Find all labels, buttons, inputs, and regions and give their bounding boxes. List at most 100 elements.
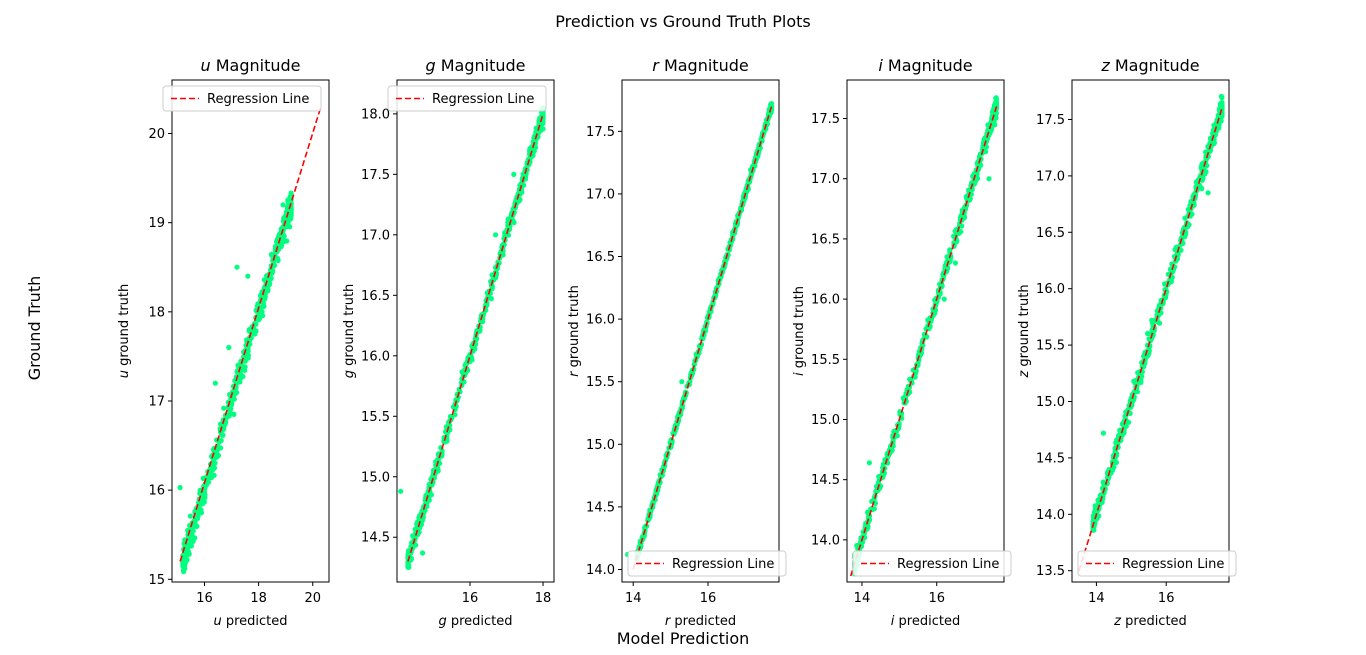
- legend-box: [852, 550, 1012, 577]
- data-point: [942, 263, 948, 269]
- data-point: [181, 569, 187, 575]
- x-axis-label: i predicted: [891, 614, 960, 629]
- x-tick-label: 16: [1158, 591, 1175, 606]
- outlier-point: [511, 171, 517, 177]
- y-tick-label: 15.0: [586, 438, 615, 453]
- data-point: [180, 563, 186, 569]
- data-point: [184, 557, 190, 563]
- x-tick-label: 14: [854, 591, 871, 606]
- legend-box: [387, 85, 547, 112]
- data-point: [880, 461, 886, 467]
- y-tick-label: 16.5: [1036, 226, 1065, 241]
- regression-line-i: [849, 106, 998, 577]
- data-point: [212, 448, 218, 454]
- data-point: [1134, 389, 1141, 395]
- scatter-points-u: [177, 190, 294, 575]
- data-point: [199, 501, 206, 507]
- y-tick-label: 17.0: [361, 228, 390, 243]
- data-point: [1119, 421, 1125, 427]
- data-point: [974, 171, 980, 177]
- figure-title: Prediction vs Ground Truth Plots: [555, 12, 811, 31]
- data-point: [288, 190, 294, 196]
- data-point: [637, 543, 643, 549]
- panel-title-g: g Magnitude: [425, 56, 525, 75]
- legend-label: Regression Line: [1122, 557, 1224, 572]
- data-point: [540, 111, 546, 117]
- data-point: [1198, 164, 1204, 170]
- axes-frame: [1071, 79, 1230, 583]
- data-point: [894, 433, 900, 439]
- data-point: [525, 157, 531, 163]
- data-point: [474, 336, 480, 342]
- data-point: [993, 95, 999, 101]
- panel-r: 14 16 14.0 14.5 15.0 15.5 16.0 16.5 17.0 17.5 r Ma…: [567, 56, 787, 629]
- y-tick-label: 17.5: [361, 168, 390, 183]
- x-tick-label: 20: [304, 591, 321, 606]
- x-tick-label: 14: [1088, 591, 1105, 606]
- y-tick-label: 15.0: [811, 413, 840, 428]
- axes-frame: [846, 79, 1005, 583]
- data-point: [253, 321, 259, 327]
- x-tick-label: 16: [196, 591, 213, 606]
- data-point: [697, 343, 704, 349]
- y-tick-label: 16.5: [361, 289, 390, 304]
- legend-box: [1077, 550, 1237, 577]
- regression-line-u: [179, 106, 322, 562]
- y-tick-label: 13.5: [1036, 564, 1065, 579]
- data-point: [190, 538, 196, 545]
- data-point: [1182, 226, 1188, 232]
- data-point: [1090, 527, 1096, 533]
- data-point: [210, 462, 216, 468]
- data-point: [285, 197, 291, 203]
- x-axis-label: u predicted: [213, 614, 287, 629]
- y-tick-label: 14.0: [586, 563, 615, 578]
- y-tick-label: 17.5: [1036, 113, 1065, 128]
- data-point: [262, 285, 268, 291]
- data-point: [1179, 234, 1185, 240]
- data-point: [691, 362, 697, 368]
- data-point: [444, 430, 451, 436]
- y-axis-label: z ground truth: [1017, 284, 1032, 378]
- data-point: [231, 396, 237, 402]
- y-tick-label: 18.0: [361, 107, 390, 122]
- x-axis-label: z predicted: [1113, 614, 1187, 629]
- data-point: [722, 258, 728, 264]
- x-tick-label: 16: [462, 591, 479, 606]
- y-tick-label: 14.5: [811, 473, 840, 488]
- data-point: [1169, 274, 1175, 280]
- panel-i: 14 16 14.0 14.5 15.0 15.5 16.0 16.5 17.0 17.5 i Ma…: [792, 56, 1012, 629]
- data-point: [661, 466, 667, 472]
- x-tick-label: 16: [928, 591, 945, 606]
- y-axis-label: i ground truth: [792, 286, 807, 376]
- y-tick-label: 17.5: [586, 125, 615, 140]
- outlier-point: [245, 273, 251, 279]
- axes-frame: [171, 79, 330, 583]
- data-point: [228, 406, 234, 412]
- y-tick-label: 15.5: [1036, 339, 1065, 354]
- data-point: [517, 197, 523, 203]
- y-tick-label: 14.5: [586, 500, 615, 515]
- axes-frame: [396, 79, 555, 583]
- data-point: [768, 102, 775, 108]
- x-tick-label: 18: [535, 591, 552, 606]
- data-point: [932, 310, 938, 316]
- data-point: [687, 378, 693, 384]
- data-point: [993, 100, 1000, 106]
- data-point: [899, 410, 905, 417]
- data-point: [861, 531, 867, 537]
- panel-title-z: z Magnitude: [1100, 56, 1199, 75]
- data-point: [1146, 348, 1152, 354]
- data-point: [277, 234, 283, 241]
- outlier-point: [866, 460, 873, 466]
- legend-label: Regression Line: [672, 557, 774, 572]
- data-point: [951, 233, 957, 239]
- data-point: [664, 454, 670, 461]
- data-point: [990, 119, 996, 125]
- outlier-point: [493, 232, 499, 238]
- data-point: [281, 233, 287, 239]
- data-point: [1139, 363, 1145, 369]
- data-point: [1219, 95, 1225, 101]
- data-point: [204, 474, 210, 480]
- data-point: [871, 506, 878, 512]
